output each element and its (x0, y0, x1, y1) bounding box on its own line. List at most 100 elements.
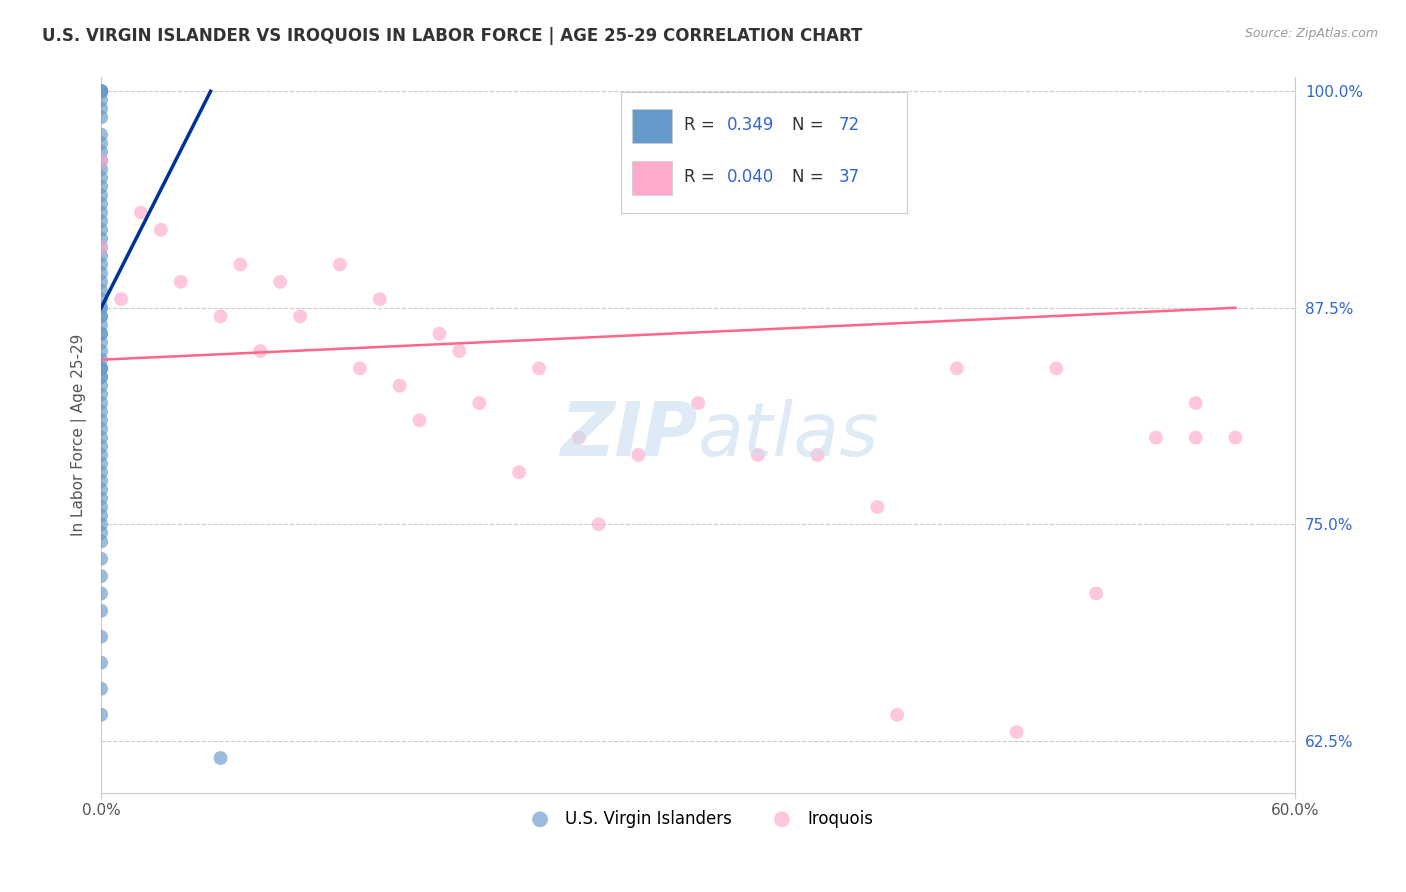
Point (90, 361, 112, 376)
Point (90, 396, 112, 410)
Point (90, 240, 112, 254)
Point (90, 275, 112, 289)
Point (568, 431, 591, 445)
Point (129, 205, 152, 219)
Point (90, 344, 112, 359)
Point (90, 586, 112, 600)
Point (90, 153, 112, 168)
Y-axis label: In Labor Force | Age 25-29: In Labor Force | Age 25-29 (72, 334, 87, 536)
Point (688, 396, 710, 410)
Point (90, 491, 112, 506)
Point (90, 257, 112, 271)
Point (249, 344, 271, 359)
Point (269, 275, 291, 289)
Point (90, 93, 112, 107)
Point (90, 431, 112, 445)
Point (90, 249, 112, 263)
Point (90, 500, 112, 514)
Point (90, 413, 112, 427)
Point (90, 214, 112, 228)
Text: ZIP: ZIP (561, 399, 699, 472)
Point (90, 318, 112, 332)
Point (946, 361, 969, 376)
Point (90, 84, 112, 98)
Point (90, 188, 112, 202)
Point (90, 170, 112, 185)
Point (90, 301, 112, 315)
Point (90, 179, 112, 194)
Point (1184, 396, 1206, 410)
Point (90, 310, 112, 324)
Point (90, 534, 112, 549)
Point (349, 361, 371, 376)
Point (1085, 586, 1108, 600)
Point (90, 284, 112, 298)
Point (90, 552, 112, 566)
Text: Source: ZipAtlas.com: Source: ZipAtlas.com (1244, 27, 1378, 40)
Point (368, 292, 391, 306)
Point (508, 465, 530, 479)
Point (90, 335, 112, 350)
Point (90, 110, 112, 124)
Point (1225, 431, 1247, 445)
Point (90, 84, 112, 98)
Point (90, 128, 112, 142)
Point (588, 517, 610, 532)
Point (90, 361, 112, 376)
Point (90, 162, 112, 177)
Point (90, 630, 112, 644)
Point (90, 361, 112, 376)
Point (90, 457, 112, 471)
Point (747, 448, 769, 462)
Point (90, 465, 112, 479)
Point (90, 231, 112, 245)
Point (90, 153, 112, 168)
Point (90, 656, 112, 670)
Point (90, 292, 112, 306)
Point (288, 310, 311, 324)
Point (1144, 431, 1167, 445)
Point (90, 422, 112, 436)
Point (90, 326, 112, 341)
Point (90, 223, 112, 237)
Point (90, 387, 112, 401)
Point (1184, 431, 1206, 445)
Point (90, 474, 112, 488)
Point (90, 310, 112, 324)
Point (408, 413, 430, 427)
Point (468, 396, 491, 410)
Point (886, 707, 908, 722)
Point (449, 344, 471, 359)
Point (90, 102, 112, 116)
Point (90, 525, 112, 540)
Point (90, 301, 112, 315)
Point (1045, 361, 1067, 376)
Point (90, 508, 112, 523)
Point (229, 257, 252, 271)
Point (209, 310, 232, 324)
Point (90, 84, 112, 98)
Point (627, 448, 650, 462)
Point (90, 205, 112, 219)
Point (90, 707, 112, 722)
Point (90, 136, 112, 151)
Point (90, 145, 112, 159)
Point (90, 352, 112, 367)
Point (209, 751, 232, 765)
Point (90, 370, 112, 384)
Point (90, 326, 112, 341)
Point (388, 378, 411, 392)
Point (90, 439, 112, 453)
Point (90, 240, 112, 254)
Point (110, 292, 132, 306)
Legend: U.S. Virgin Islanders, Iroquois: U.S. Virgin Islanders, Iroquois (517, 803, 880, 834)
Point (90, 681, 112, 696)
Point (90, 448, 112, 462)
Text: atlas: atlas (699, 399, 880, 471)
Point (90, 483, 112, 497)
Point (90, 266, 112, 280)
Point (90, 84, 112, 98)
Point (329, 257, 352, 271)
Point (90, 569, 112, 583)
Text: U.S. VIRGIN ISLANDER VS IROQUOIS IN LABOR FORCE | AGE 25-29 CORRELATION CHART: U.S. VIRGIN ISLANDER VS IROQUOIS IN LABO… (42, 27, 862, 45)
